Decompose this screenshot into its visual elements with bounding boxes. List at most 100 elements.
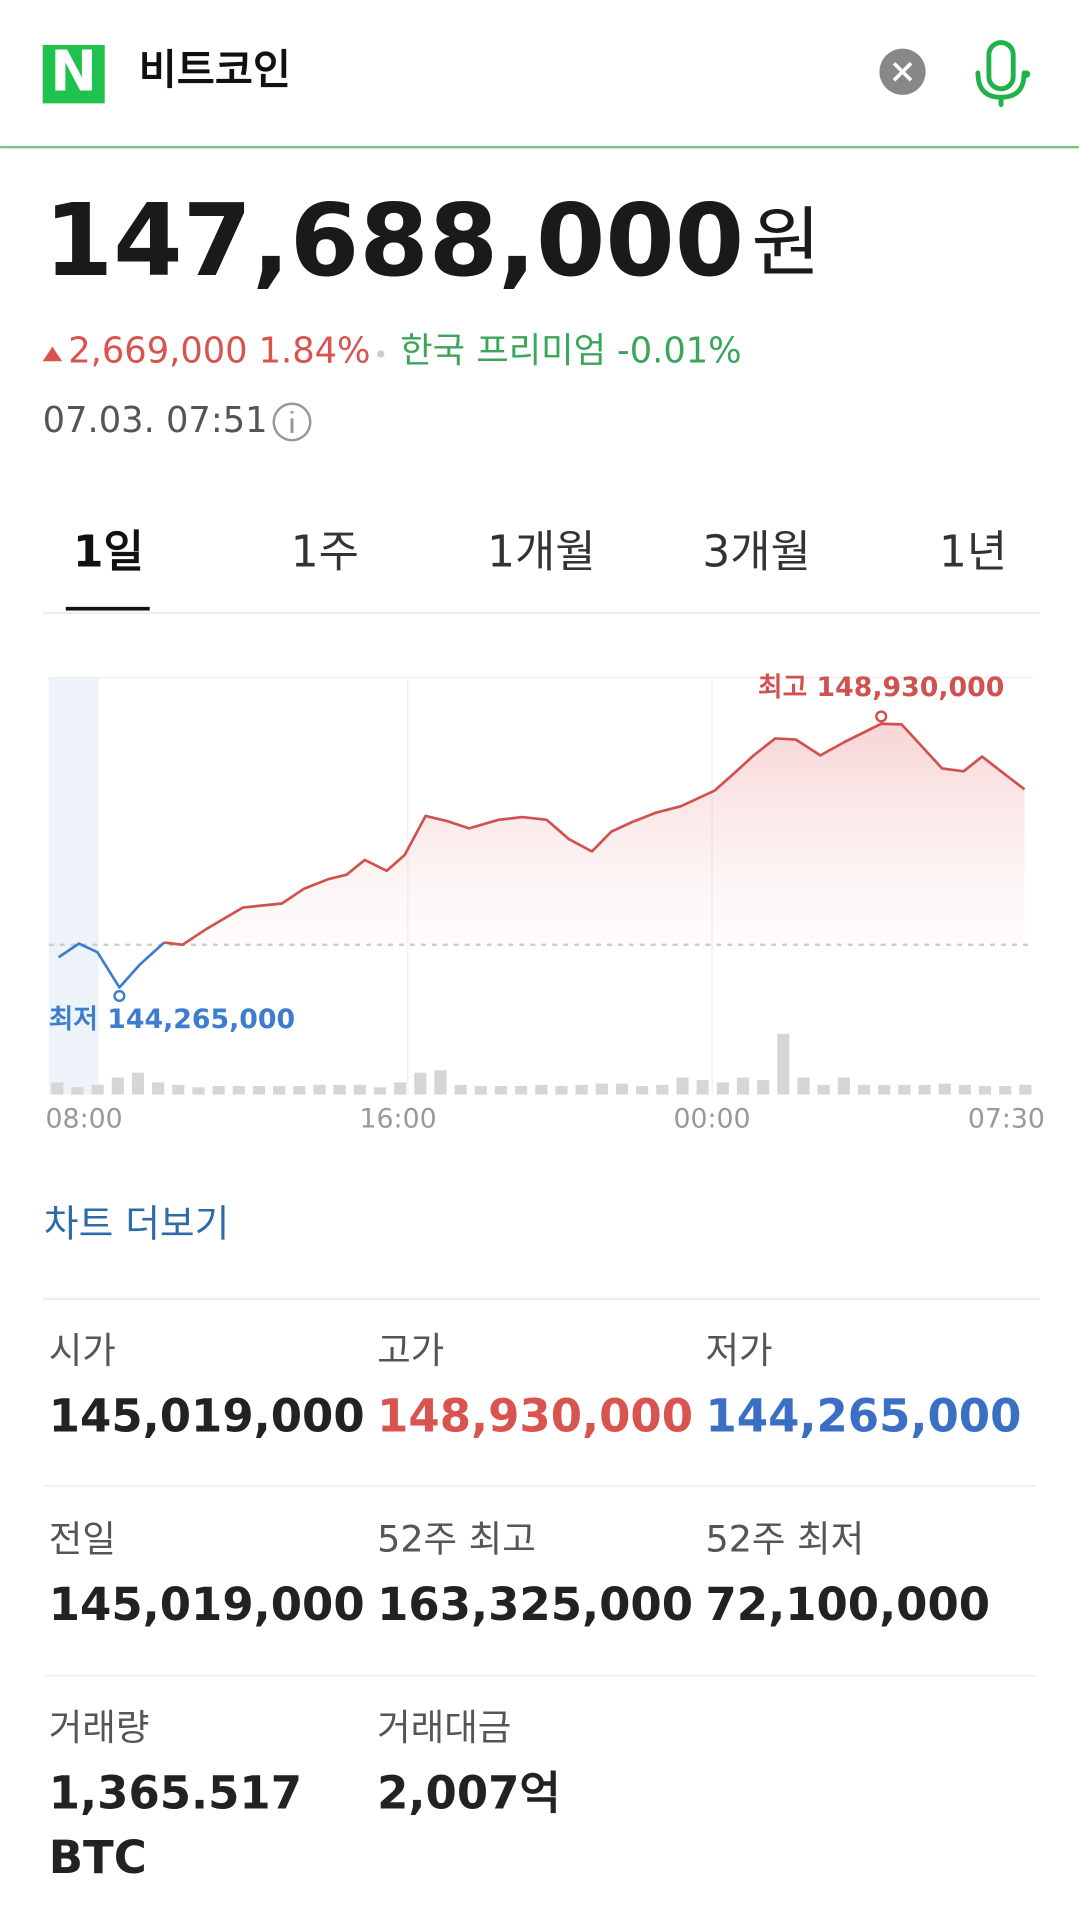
stat-label: 거래량 bbox=[49, 1706, 150, 1749]
volume-bar bbox=[71, 1087, 84, 1095]
change-value: 2,669,000 bbox=[68, 331, 247, 372]
tabs: 1일 1주 1개월 3개월 1년 bbox=[73, 527, 1007, 578]
volume-bar bbox=[716, 1082, 729, 1095]
stat-value: 1,365.517 bbox=[49, 1766, 302, 1819]
volume-bar bbox=[978, 1086, 992, 1095]
volume-bar bbox=[555, 1086, 568, 1095]
change: 2,669,000 1.84% bbox=[68, 331, 370, 372]
x-tick-label: 08:00 bbox=[46, 1104, 123, 1135]
x-tick-label: 07:30 bbox=[968, 1104, 1045, 1135]
more-chart-link[interactable]: 차트 더보기 bbox=[44, 1201, 229, 1245]
tab[interactable]: 1일 bbox=[73, 527, 144, 578]
volume-bar bbox=[857, 1084, 871, 1095]
premium-label: 한국 프리미엄 bbox=[400, 331, 606, 372]
tab[interactable]: 1주 bbox=[291, 527, 359, 578]
stat-value: 145,019,000 bbox=[49, 1578, 365, 1631]
volume-bar bbox=[958, 1084, 971, 1095]
volume-bar bbox=[273, 1086, 286, 1095]
logo-box[interactable] bbox=[42, 44, 105, 104]
x-tick-label: 16:00 bbox=[360, 1104, 437, 1135]
volume-bar bbox=[474, 1086, 487, 1095]
volume-bar bbox=[736, 1077, 750, 1095]
extreme-marker bbox=[875, 710, 888, 723]
volume-bar bbox=[797, 1077, 810, 1095]
volume-bar bbox=[696, 1079, 709, 1095]
price-area bbox=[164, 723, 1025, 945]
volume-bar bbox=[212, 1086, 225, 1095]
tab[interactable]: 1년 bbox=[939, 527, 1007, 578]
active-tab-underline bbox=[65, 606, 150, 611]
volume-bar bbox=[938, 1083, 951, 1095]
logo: N bbox=[50, 40, 97, 105]
mic-button[interactable] bbox=[975, 40, 1027, 108]
stat-label: 시가 bbox=[49, 1329, 116, 1372]
volume-bar bbox=[232, 1086, 245, 1095]
stat-label: 52주 최저 bbox=[706, 1517, 865, 1560]
volume-bar bbox=[757, 1079, 770, 1095]
tab[interactable]: 3개월 bbox=[702, 527, 810, 578]
stat-unit: BTC bbox=[49, 1831, 147, 1884]
volume-bar bbox=[333, 1084, 346, 1095]
volume-bar bbox=[878, 1084, 891, 1095]
volume-bar bbox=[494, 1086, 508, 1095]
stat-label: 52주 최고 bbox=[377, 1517, 536, 1560]
volume-bar bbox=[252, 1086, 266, 1095]
up-arrow bbox=[42, 346, 63, 362]
extreme-marker bbox=[113, 989, 126, 1003]
stat-label: 고가 bbox=[377, 1329, 444, 1372]
stat-value: 148,930,000 bbox=[377, 1389, 693, 1442]
stat-value: 2,007억 bbox=[377, 1766, 561, 1819]
premium: 한국 프리미엄 -0.01% bbox=[400, 331, 741, 372]
volume-bar bbox=[615, 1083, 629, 1095]
volume-bar bbox=[1019, 1084, 1032, 1095]
volume-bar bbox=[656, 1084, 669, 1095]
volume-bar bbox=[918, 1084, 931, 1095]
volume-bar bbox=[152, 1082, 165, 1095]
volume-bar bbox=[999, 1086, 1012, 1095]
volume-bar bbox=[454, 1084, 467, 1095]
tab[interactable]: 1개월 bbox=[487, 527, 595, 578]
volume-bar bbox=[817, 1084, 830, 1095]
info-button[interactable] bbox=[272, 402, 312, 442]
volume-bar bbox=[353, 1084, 366, 1095]
volume-bar bbox=[898, 1084, 911, 1095]
clear-icon bbox=[892, 61, 913, 82]
price-unit: 원 bbox=[751, 199, 820, 287]
volume-bar bbox=[636, 1086, 649, 1095]
mic-dot bbox=[1022, 70, 1031, 78]
stat-label: 저가 bbox=[706, 1329, 773, 1372]
extreme-label: 최고 148,930,000 bbox=[758, 672, 1004, 703]
stat-value: 144,265,000 bbox=[706, 1389, 1022, 1442]
search-query[interactable]: 비트코인 bbox=[139, 46, 291, 94]
chart: 08:00 16:00 00:00 07:30 최고 148,930,000 최저 144… bbox=[46, 672, 1045, 1135]
timestamp: 07.03. 07:51 bbox=[43, 400, 268, 441]
volume-bar bbox=[595, 1083, 608, 1095]
stats-row-border bbox=[45, 1674, 1037, 1677]
stat-value: 72,100,000 bbox=[706, 1578, 991, 1631]
volume-bar bbox=[394, 1082, 407, 1095]
price-value: 147,688,000 bbox=[44, 182, 744, 299]
current-session-band bbox=[48, 677, 99, 1095]
stat-value: 145,019,000 bbox=[49, 1389, 365, 1442]
volume-bar bbox=[51, 1082, 64, 1095]
volume-bar bbox=[293, 1086, 306, 1095]
volume-bar bbox=[373, 1087, 387, 1095]
volume-bar bbox=[192, 1087, 205, 1095]
price-line bbox=[164, 722, 1026, 947]
volume-bar bbox=[515, 1086, 528, 1095]
volume-bar bbox=[414, 1072, 427, 1095]
stat-label: 전일 bbox=[49, 1517, 116, 1560]
tabs-border bbox=[42, 611, 1040, 615]
stat-label: 거래대금 bbox=[377, 1706, 511, 1749]
stats-border bbox=[42, 1297, 1040, 1301]
stats-row-border bbox=[45, 1484, 1037, 1487]
volume-bar bbox=[575, 1084, 588, 1095]
volume-bar bbox=[837, 1077, 850, 1095]
change-rate: 1.84% bbox=[259, 331, 371, 372]
premium-value: -0.01% bbox=[617, 331, 742, 372]
extreme-label: 최저 144,265,000 bbox=[49, 1004, 295, 1035]
volume-bar bbox=[777, 1033, 790, 1095]
volume-bar bbox=[434, 1070, 447, 1095]
